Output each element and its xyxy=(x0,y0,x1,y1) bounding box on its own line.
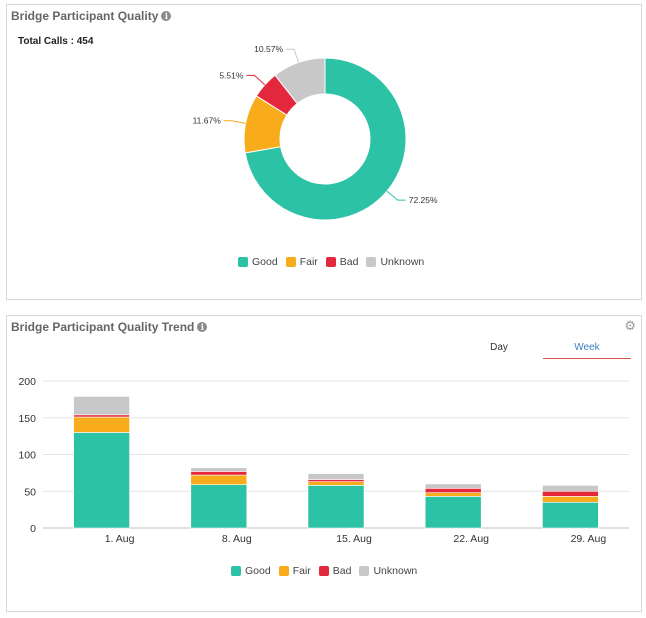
bar-segment-fair-8-aug[interactable] xyxy=(190,474,248,485)
gear-icon[interactable]: ⚙ xyxy=(624,318,636,333)
bar-segment-bad-29-aug[interactable] xyxy=(542,490,599,497)
info-icon[interactable]: i xyxy=(161,11,172,21)
legend-swatch xyxy=(325,257,336,267)
legend-label: Good xyxy=(245,565,271,577)
bar-segment-fair-15-aug[interactable] xyxy=(307,481,365,486)
legend-item-bad[interactable]: Bad xyxy=(318,565,352,577)
donut-slice-good[interactable] xyxy=(244,57,407,221)
bar-segment-unknown-29-aug[interactable] xyxy=(542,485,599,492)
bar-segment-bad-8-aug[interactable] xyxy=(190,471,248,476)
legend-swatch xyxy=(318,566,329,576)
trend-panel-title: Bridge Participant Quality Trend i xyxy=(11,320,208,334)
y-tick-label: 200 xyxy=(18,376,36,388)
bar-segment-unknown-22-aug[interactable] xyxy=(424,483,482,489)
legend-swatch xyxy=(366,257,377,267)
legend-swatch xyxy=(285,257,296,267)
bar-segment-unknown-1-aug[interactable] xyxy=(73,396,130,416)
bar-segment-fair-29-aug[interactable] xyxy=(542,496,599,503)
y-tick-label: 50 xyxy=(24,486,36,498)
legend-label: Good xyxy=(252,256,278,268)
x-tick-label: 15. Aug xyxy=(336,533,372,545)
donut-data-label-unknown: 10.57% xyxy=(254,44,283,54)
donut-legend: Good Fair Bad Unknown xyxy=(238,256,424,268)
bar-segment-fair-22-aug[interactable] xyxy=(424,492,482,497)
bar-segment-good-22-aug[interactable] xyxy=(424,496,482,529)
legend-label: Unknown xyxy=(380,256,425,268)
period-tabs: Day Week xyxy=(455,342,631,359)
legend-label: Unknown xyxy=(373,565,418,577)
legend-item-good[interactable]: Good xyxy=(238,256,278,268)
donut-data-label-bad: 5.51% xyxy=(219,70,244,80)
legend-swatch xyxy=(231,566,241,576)
info-icon[interactable]: i xyxy=(197,322,208,332)
legend-swatch xyxy=(359,566,370,576)
legend-swatch xyxy=(238,257,248,267)
bar-segment-bad-22-aug[interactable] xyxy=(424,488,482,494)
x-tick-label: 1. Aug xyxy=(105,533,135,545)
legend-swatch xyxy=(278,566,289,576)
legend-item-unknown[interactable]: Unknown xyxy=(359,565,417,577)
legend-item-fair[interactable]: Fair xyxy=(285,256,318,268)
quality-trend-chart: 0 50 100 150 200 1. Aug 8. Aug 15. Aug 22. Aug 29… xyxy=(18,376,629,545)
legend-label: Fair xyxy=(292,565,311,577)
donut-label-connector xyxy=(223,120,246,124)
quality-panel: Bridge Participant Quality i Total Calls… xyxy=(6,4,642,300)
bar-segment-good-8-aug[interactable] xyxy=(190,484,248,529)
bar-legend: Good Fair Bad Unknown xyxy=(231,565,417,577)
bar-segment-bad-1-aug[interactable] xyxy=(73,414,130,418)
quality-donut-chart: 72.25% 11.67% 5.51% 10.57% xyxy=(193,44,438,221)
legend-label: Bad xyxy=(332,565,352,577)
bar-segment-good-15-aug[interactable] xyxy=(307,485,365,529)
y-tick-label: 100 xyxy=(18,450,36,462)
bar-segment-good-1-aug[interactable] xyxy=(73,432,130,529)
bar-segment-good-29-aug[interactable] xyxy=(542,501,599,529)
legend-item-bad[interactable]: Bad xyxy=(325,256,359,268)
donut-label-connector xyxy=(286,48,300,63)
donut-data-label-fair: 11.67% xyxy=(193,116,222,126)
donut-slice-unknown[interactable] xyxy=(274,57,326,105)
legend-item-fair[interactable]: Fair xyxy=(278,565,311,577)
bar-segment-fair-1-aug[interactable] xyxy=(73,416,130,433)
bar-segment-bad-15-aug[interactable] xyxy=(307,479,365,482)
quality-panel-title: Bridge Participant Quality i xyxy=(11,9,172,23)
legend-label: Fair xyxy=(299,256,318,268)
donut-label-connector xyxy=(386,190,406,201)
legend-label: Bad xyxy=(339,256,359,268)
tab-day[interactable]: Day xyxy=(490,342,508,353)
y-tick-label: 150 xyxy=(18,413,36,425)
quality-title-text: Bridge Participant Quality xyxy=(11,9,159,23)
bar-segment-unknown-15-aug[interactable] xyxy=(307,473,365,480)
x-tick-label: 8. Aug xyxy=(222,533,252,545)
legend-item-good[interactable]: Good xyxy=(231,565,271,577)
trend-panel: Bridge Participant Quality Trend i ⚙ Day… xyxy=(6,315,642,612)
bar-segment-unknown-8-aug[interactable] xyxy=(190,467,248,472)
y-tick-label: 0 xyxy=(30,523,36,535)
donut-data-label-good: 72.25% xyxy=(409,195,438,205)
legend-item-unknown[interactable]: Unknown xyxy=(366,256,424,268)
x-tick-label: 29. Aug xyxy=(571,533,607,545)
tab-week[interactable]: Week xyxy=(543,342,631,359)
total-calls: Total Calls : 454 xyxy=(18,36,94,47)
x-tick-label: 22. Aug xyxy=(453,533,489,545)
donut-label-connector xyxy=(246,74,266,86)
trend-title-text: Bridge Participant Quality Trend xyxy=(11,320,195,334)
